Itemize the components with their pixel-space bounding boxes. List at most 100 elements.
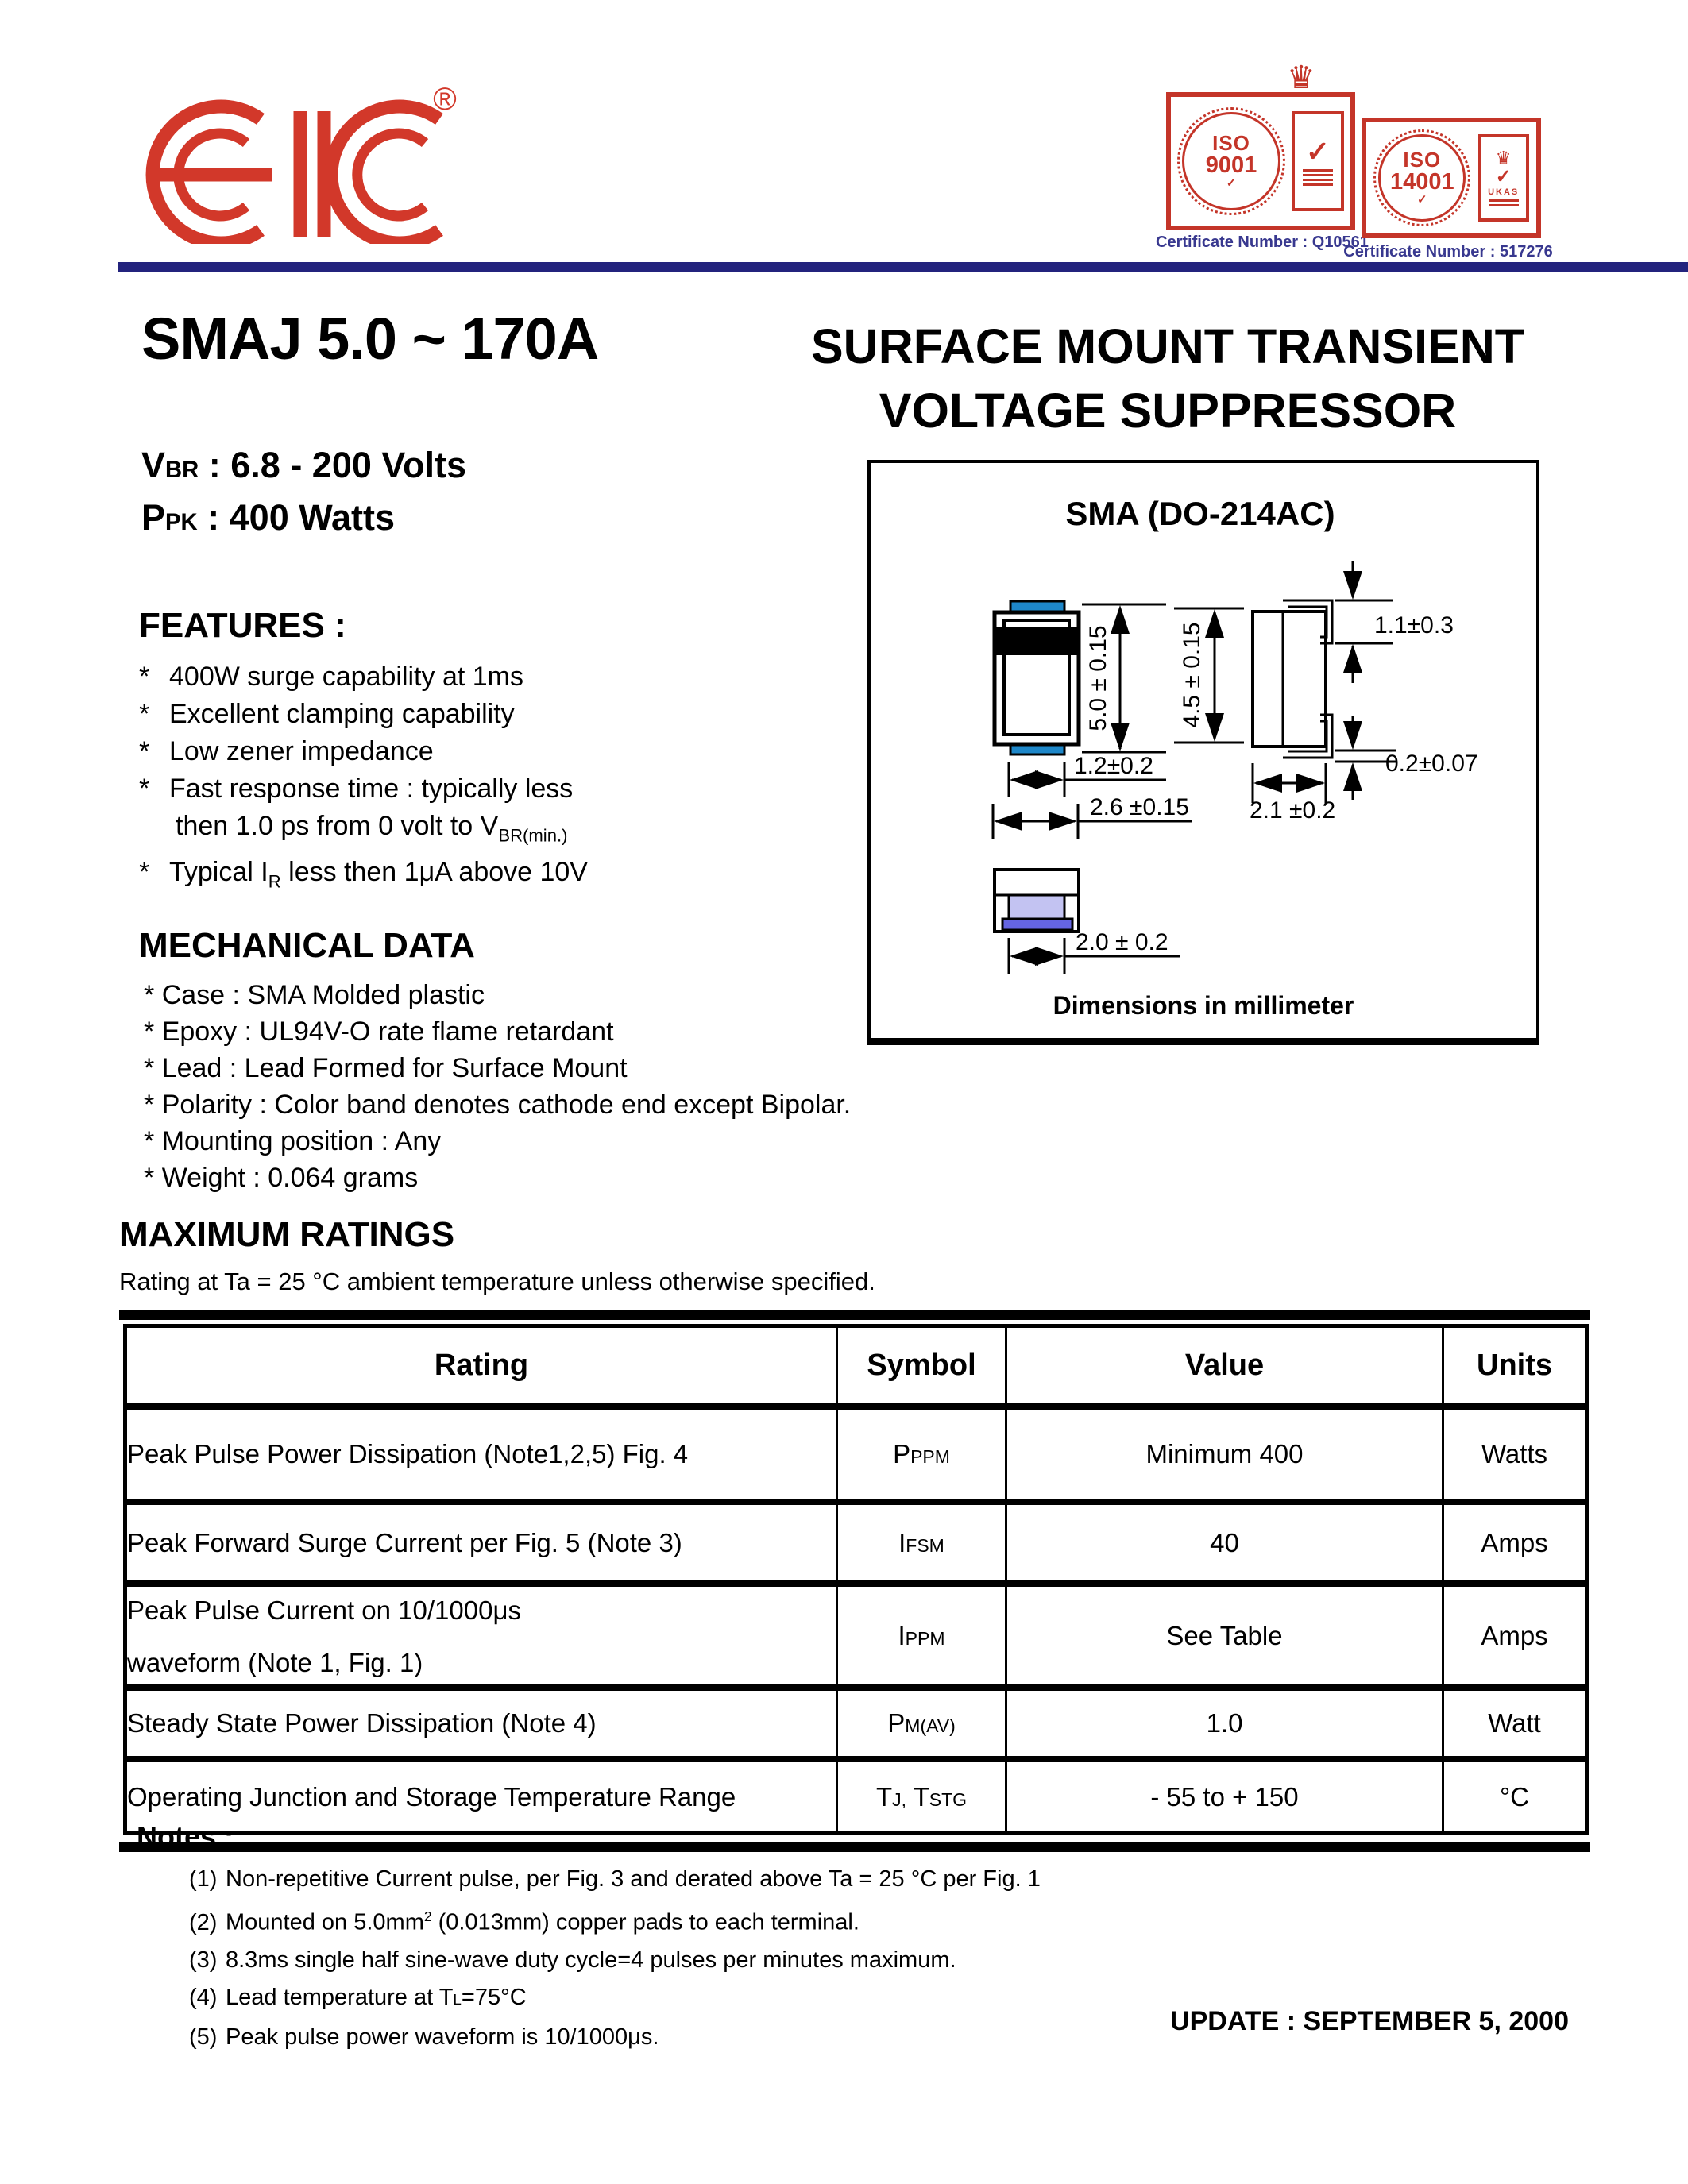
note-item: (3) 8.3ms single half sine-wave duty cycl… <box>137 1948 1328 1972</box>
microtext-bar <box>1303 183 1333 186</box>
check-icon: ✓ <box>1495 166 1512 187</box>
note-text: Peak pulse power waveform is 10/1000μs. <box>226 2024 659 2050</box>
iso9001-certificate-caption: Certificate Number : Q10561 <box>1156 233 1369 251</box>
dim-label-body-length: 5.0 ± 0.15 <box>1085 625 1111 731</box>
check-icon: ✓ <box>1226 176 1237 190</box>
note-text: =75°C <box>461 1984 527 2010</box>
registered-mark-icon: ® <box>433 82 456 117</box>
feature-item-continuation: then 1.0 ps from 0 volt to VBR(min.) <box>139 808 917 854</box>
mechanical-text: Epoxy : UL94V-O rate flame retardant <box>161 1016 614 1047</box>
value-cell: See Table <box>1005 1580 1443 1688</box>
crown-icon: ♛ <box>1495 148 1512 168</box>
feature-text: Low zener impedance <box>169 736 434 766</box>
mechanical-text: Mounting position : Any <box>161 1125 442 1156</box>
iso14001-seal: ISO 14001 ✓ <box>1373 129 1471 226</box>
symbol-base: I <box>898 1620 906 1650</box>
mechanical-item: * Case : SMA Molded plastic <box>139 977 917 1013</box>
column-header-symbol: Symbol <box>836 1325 1006 1406</box>
part-number-title: SMAJ 5.0 ~ 170A <box>141 306 599 372</box>
feature-item: * Fast response time : typically less <box>139 770 917 808</box>
note-label: (5) <box>189 2024 218 2050</box>
note-text: Lead temperature at T <box>226 1984 454 2010</box>
side-view-top-lead-inner <box>1288 605 1328 639</box>
features-list: * 400W surge capability at 1ms * Excellent… <box>139 658 917 901</box>
symbol-cell: IFSM <box>836 1499 1006 1584</box>
bullet: * <box>144 1162 155 1193</box>
notes-section: Notes : (1) Non-repetitive Current pulse,… <box>137 1820 1328 2049</box>
document-title: SURFACE MOUNT TRANSIENT VOLTAGE SUPPRESS… <box>794 314 1541 443</box>
symbol-base: T <box>906 1781 929 1812</box>
note-text: Mounted on 5.0mm <box>226 1909 424 1935</box>
package-outline-drawing: SMA (DO-214AC) 5.0 ± 0.15 1.2±0.2 2.6 <box>991 495 1478 1020</box>
dim-label-lead-height: 1.1±0.3 <box>1374 612 1454 639</box>
dim-label-terminal-width: 2.0 ± 0.2 <box>1076 929 1168 955</box>
side-view-bottom-lead-inner <box>1288 720 1328 753</box>
bullet: * <box>139 662 150 692</box>
mechanical-item: * Polarity : Color band denotes cathode … <box>139 1086 917 1123</box>
value-cell: Minimum 400 <box>1005 1403 1443 1502</box>
units-cell: Amps <box>1442 1499 1587 1584</box>
feature-text: Excellent clamping capability <box>169 699 515 729</box>
symbol-sub: PPM <box>910 1446 950 1467</box>
column-header-rating: Rating <box>434 1349 529 1382</box>
table-header-row: Rating Symbol Value Units <box>126 1325 1587 1406</box>
feature-text-sub: BR(min.) <box>498 825 568 846</box>
maximum-ratings-table: Rating Symbol Value Units Peak Pulse Pow… <box>123 1324 1589 1835</box>
feature-item: * Low zener impedance <box>139 733 917 770</box>
dimensions-footer-label: Dimensions in millimeter <box>1053 991 1354 1020</box>
maximum-ratings-subtitle: Rating at Ta = 25 °C ambient temperature… <box>119 1268 875 1295</box>
bullet: * <box>139 736 150 766</box>
note-text: 8.3ms single half sine-wave duty cycle=4… <box>226 1947 956 1973</box>
note-item: (5) Peak pulse power waveform is 10/1000μ… <box>137 2025 1328 2049</box>
rating-cell: Steady State Power Dissipation (Note 4) <box>125 1684 837 1759</box>
table-top-rule <box>119 1310 1590 1320</box>
mechanical-text: Weight : 0.064 grams <box>161 1162 419 1193</box>
vbr-value: : 6.8 - 200 Volts <box>199 445 467 485</box>
iso14001-number: 14001 <box>1390 169 1454 195</box>
dim-label-pad-width: 1.2±0.2 <box>1074 753 1153 779</box>
symbol-cell: PPPM <box>836 1403 1006 1502</box>
check-icon: ✓ <box>1305 135 1331 168</box>
vbr-symbol: V <box>141 445 166 485</box>
feature-text: Typical I <box>169 857 268 888</box>
units-cell: Amps <box>1442 1580 1587 1688</box>
accreditation-box: ✓ <box>1292 111 1344 211</box>
microtext-bar <box>1488 199 1519 202</box>
dim-label-side-width: 2.1 ±0.2 <box>1250 797 1335 824</box>
symbol-sub: PPM <box>905 1627 945 1649</box>
note-label: (4) <box>189 1984 218 2010</box>
units-cell: °C <box>1442 1756 1587 1834</box>
value-cell: - 55 to + 150 <box>1005 1756 1443 1834</box>
rating-cell: Operating Junction and Storage Temperatu… <box>125 1756 837 1834</box>
units-cell: Watt <box>1442 1684 1587 1759</box>
side-view-body <box>1251 610 1327 748</box>
microtext-bar <box>1303 179 1333 181</box>
mechanical-item: * Mounting position : Any <box>139 1123 917 1160</box>
mechanical-text: Lead : Lead Formed for Surface Mount <box>161 1052 628 1083</box>
rating-line1: Peak Pulse Current on 10/1000μs <box>127 1595 521 1625</box>
note-text: (0.013mm) copper pads to each terminal. <box>431 1909 859 1935</box>
document-title-line2: VOLTAGE SUPPRESSOR <box>879 384 1457 438</box>
rating-cell: Peak Forward Surge Current per Fig. 5 (N… <box>125 1499 837 1584</box>
iso9001-seal: ISO 9001 ✓ <box>1177 107 1285 215</box>
ukas-label: UKAS <box>1488 187 1520 197</box>
microtext-bar <box>1303 174 1333 176</box>
features-heading: FEATURES : <box>139 606 346 645</box>
dim-label-body-height: 4.5 ± 0.15 <box>1179 622 1205 727</box>
dim-label-body-width: 2.6 ±0.15 <box>1090 794 1189 820</box>
mechanical-item: * Weight : 0.064 grams <box>139 1160 917 1196</box>
mechanical-list: * Case : SMA Molded plastic * Epoxy : UL… <box>139 977 917 1196</box>
note-label: (2) <box>189 1909 218 1935</box>
ppk-value: : 400 Watts <box>197 497 396 538</box>
bullet: * <box>139 857 150 888</box>
feature-text-sub: R <box>268 871 281 892</box>
rating-line2: waveform (Note 1, Fig. 1) <box>127 1647 423 1677</box>
bullet: * <box>144 1052 155 1083</box>
symbol-cell: PM(AV) <box>836 1684 1006 1759</box>
bullet: * <box>144 1089 155 1120</box>
bottom-view-terminal <box>1001 917 1074 932</box>
rating-cell: Peak Pulse Power Dissipation (Note1,2,5)… <box>125 1403 837 1502</box>
feature-text: Fast response time : typically less <box>169 774 574 804</box>
feature-item: * Typical IR less then 1μA above 10V <box>139 854 917 900</box>
table-row: Peak Forward Surge Current per Fig. 5 (N… <box>125 1499 1587 1584</box>
